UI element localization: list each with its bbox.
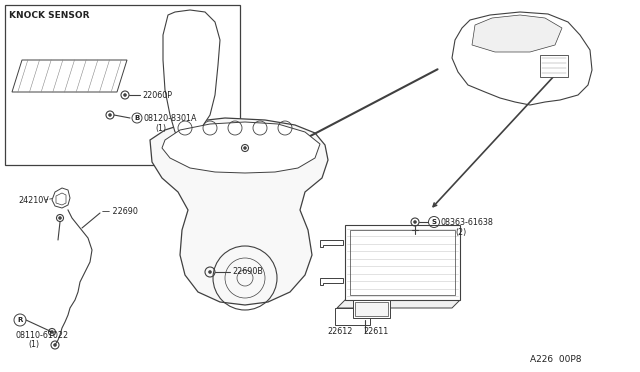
Circle shape [414, 221, 416, 223]
Bar [540, 55, 568, 77]
Text: 08363-61638: 08363-61638 [441, 218, 494, 227]
Bar [355, 302, 388, 316]
Polygon shape [472, 15, 562, 52]
Circle shape [59, 217, 61, 219]
Circle shape [209, 271, 211, 273]
Text: (1): (1) [155, 124, 166, 132]
Polygon shape [56, 193, 66, 205]
Circle shape [244, 147, 246, 149]
Polygon shape [337, 300, 460, 308]
Polygon shape [12, 60, 127, 92]
Polygon shape [162, 122, 320, 173]
Text: 22060P: 22060P [142, 90, 172, 99]
Circle shape [124, 94, 126, 96]
Text: (1): (1) [28, 340, 39, 350]
Text: A226  00P8: A226 00P8 [530, 356, 582, 365]
Polygon shape [150, 118, 328, 305]
Polygon shape [52, 188, 70, 208]
Text: 08120-8301A: 08120-8301A [143, 113, 196, 122]
Polygon shape [353, 300, 390, 318]
Bar [345, 225, 460, 300]
Text: 08110-61022: 08110-61022 [15, 330, 68, 340]
Polygon shape [163, 10, 220, 138]
Text: 22612: 22612 [327, 327, 353, 337]
Bar [350, 230, 455, 295]
Text: 22611: 22611 [363, 327, 388, 337]
Text: R: R [17, 317, 22, 323]
Text: 22690B: 22690B [232, 267, 263, 276]
Bar [5, 5, 240, 165]
Circle shape [109, 114, 111, 116]
Polygon shape [452, 12, 592, 105]
Circle shape [51, 331, 53, 333]
Polygon shape [320, 278, 343, 285]
Text: S: S [431, 219, 436, 225]
Text: B: B [134, 115, 140, 121]
Circle shape [54, 344, 56, 346]
Text: (2): (2) [455, 228, 467, 237]
Text: KNOCK SENSOR: KNOCK SENSOR [9, 10, 90, 19]
Text: — 22690: — 22690 [102, 206, 138, 215]
Polygon shape [335, 308, 370, 325]
Polygon shape [320, 240, 343, 247]
Text: 24210V: 24210V [18, 196, 49, 205]
